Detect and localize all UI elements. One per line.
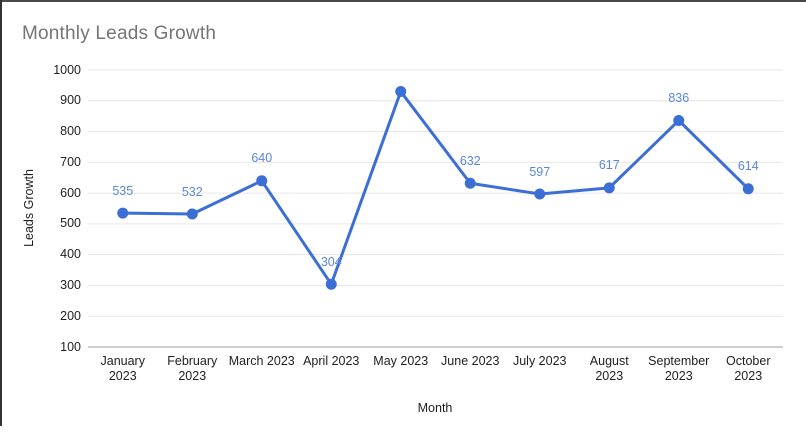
y-tick-label: 500: [60, 216, 81, 231]
x-tick-label: August 2023: [569, 354, 649, 384]
x-tick-label-line: August: [589, 354, 629, 368]
y-tick-label: 800: [60, 124, 81, 139]
y-tick-label: 400: [60, 247, 81, 262]
data-point-label: 617: [598, 158, 620, 173]
data-point-label: 640: [251, 151, 273, 166]
x-tick-label-line: July 2023: [512, 354, 567, 368]
data-point: [186, 208, 198, 220]
y-tick-label: 600: [60, 185, 81, 200]
window-border-top: [0, 0, 806, 2]
x-tick-label: June 2023: [430, 354, 510, 369]
data-point: [395, 86, 407, 98]
y-tick-label: 1000: [53, 62, 81, 77]
y-tick-label: 300: [60, 277, 81, 292]
x-tick-label-line: October: [726, 354, 771, 368]
x-tick-label: January 2023: [83, 354, 163, 384]
x-tick-label: September 2023: [639, 354, 719, 384]
x-tick-label-line: March 2023: [228, 354, 295, 368]
x-tick-label-line: May 2023: [373, 354, 429, 368]
x-tick-label-line: 2023: [108, 369, 137, 383]
data-point-label: 535: [112, 183, 134, 198]
data-point: [742, 183, 754, 195]
x-tick-label-line: April 2023: [303, 354, 360, 368]
data-point-label: 836: [668, 90, 690, 105]
data-point: [603, 182, 615, 194]
x-axis-title: Month: [417, 401, 453, 415]
data-point: [256, 175, 268, 187]
x-tick-label-line: 2023: [178, 369, 207, 383]
x-tick-label-line: 2023: [734, 369, 763, 383]
x-tick-label-line: September: [648, 354, 710, 368]
data-point: [117, 207, 129, 219]
x-tick-label: April 2023: [291, 354, 371, 369]
data-point: [325, 278, 337, 290]
x-tick-label: March 2023: [222, 354, 302, 369]
x-tick-label: May 2023: [361, 354, 441, 369]
y-tick-label: 900: [60, 93, 81, 108]
data-point-label: 597: [529, 164, 551, 179]
data-point: [534, 188, 546, 200]
x-tick-label: October 2023: [708, 354, 788, 384]
x-tick-label: July 2023: [500, 354, 580, 369]
x-tick-label-line: 2023: [664, 369, 693, 383]
x-tick-label-line: January: [100, 354, 145, 368]
data-point: [673, 114, 685, 126]
x-tick-label: February 2023: [152, 354, 232, 384]
data-point-label: 632: [459, 153, 481, 168]
x-tick-label-line: February: [167, 354, 218, 368]
y-tick-label: 700: [60, 154, 81, 169]
x-tick-label-line: June 2023: [441, 354, 500, 368]
data-point-label: 532: [181, 184, 203, 199]
data-point: [464, 177, 476, 189]
series-line: [121, 90, 750, 286]
data-point-label: 304: [320, 254, 342, 269]
y-tick-label: 200: [60, 308, 81, 323]
window-border-left: [0, 0, 2, 426]
data-point-label: 614: [737, 159, 759, 174]
x-tick-label-line: 2023: [595, 369, 624, 383]
chart-title: Monthly Leads Growth: [22, 23, 217, 44]
y-tick-label: 100: [60, 339, 81, 354]
